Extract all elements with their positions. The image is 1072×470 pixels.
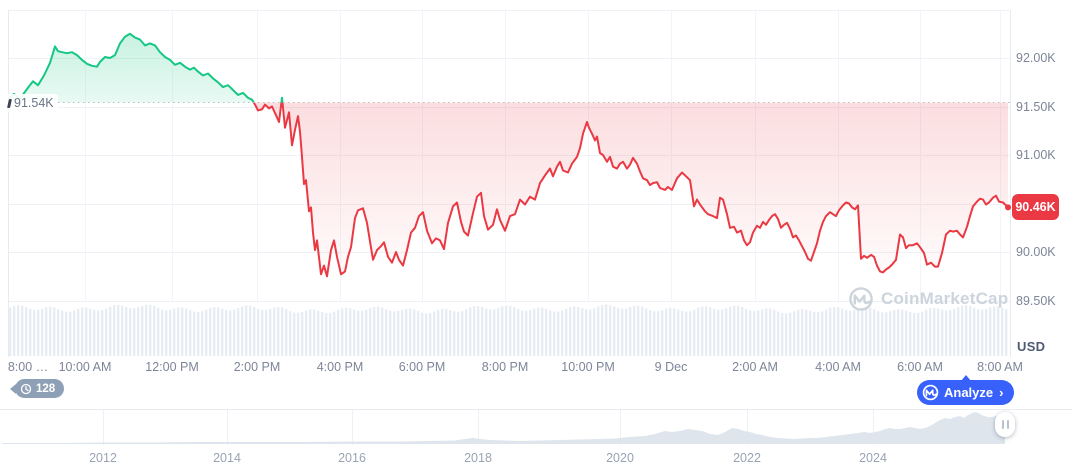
- baseline-price-text: 91.54K: [14, 96, 54, 110]
- x-axis-tick-label: 8:00 AM: [977, 360, 1023, 374]
- x-axis-tick-label: 6:00 PM: [398, 360, 446, 374]
- analyze-button-label: Analyze: [944, 385, 994, 400]
- cmc-logo-icon: [922, 384, 939, 401]
- x-axis-tick-label: 2:00 PM: [233, 360, 281, 374]
- coinmarketcap-logo-icon: [849, 287, 873, 311]
- y-axis-tick-label: 90.00K: [1016, 245, 1056, 259]
- analyze-button[interactable]: Analyze ›: [917, 375, 1015, 405]
- timeline-year-label: 2014: [213, 451, 241, 465]
- coinmarketcap-watermark: CoinMarketCap: [848, 286, 1008, 312]
- y-axis-tick-label: 91.00K: [1016, 148, 1056, 162]
- timeline-year-label: 2020: [606, 451, 634, 465]
- timeline-scrubber-handle[interactable]: [995, 412, 1015, 437]
- y-axis-tick-label: 92.00K: [1016, 51, 1056, 65]
- x-axis-tick-label: 4:00 PM: [316, 360, 364, 374]
- x-axis-tick-label: 2:00 AM: [732, 360, 778, 374]
- last-price-badge: 90.46K: [1012, 194, 1059, 220]
- currency-label: USD: [1017, 339, 1046, 354]
- x-axis-tick-label: 9 Dec: [654, 360, 688, 374]
- y-axis-tick-label: 91.50K: [1016, 99, 1056, 114]
- x-axis-tick-label: 10:00 AM: [58, 360, 112, 374]
- analyze-button-notch: [960, 375, 971, 381]
- chevron-right-icon: ›: [999, 385, 1004, 400]
- timeline-year-label: 2024: [859, 451, 887, 465]
- x-axis-tick-label: 10:00 PM: [561, 360, 615, 374]
- history-count-badge[interactable]: 128: [10, 379, 65, 398]
- timeline-year-label: 2016: [338, 451, 366, 465]
- x-axis-tick-label: 8:00 PM: [481, 360, 529, 374]
- baseline-price-label: 91.54K: [7, 94, 58, 112]
- history-clock-icon: [20, 383, 32, 394]
- x-axis-tick-label: 12:00 PM: [145, 360, 199, 374]
- grip-bar: [1001, 420, 1004, 429]
- watermark-text: CoinMarketCap: [881, 289, 1009, 308]
- timeline-year-label: 2012: [89, 451, 117, 465]
- x-axis-tick-label: 4:00 AM: [815, 360, 861, 374]
- y-axis-tick-label: 89.50K: [1016, 293, 1056, 308]
- timeline-year-label: 2022: [733, 451, 761, 465]
- x-axis-tick-label: 8:00 …: [7, 360, 49, 374]
- timeline-year-label: 2018: [464, 451, 492, 465]
- badge-tail: [10, 383, 16, 394]
- history-count-text: 128: [36, 382, 56, 395]
- baseline-marker-icon: [7, 98, 12, 108]
- x-axis-tick-label: 6:00 AM: [897, 360, 943, 374]
- grip-bar: [1006, 420, 1009, 429]
